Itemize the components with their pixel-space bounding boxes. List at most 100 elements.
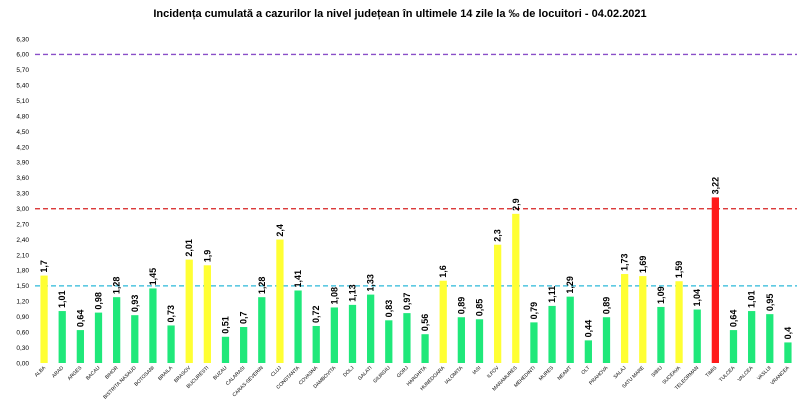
data-label: 2,4 xyxy=(275,224,285,237)
data-label: 0,98 xyxy=(94,292,104,310)
y-tick-label: 3,00 xyxy=(16,206,29,213)
x-tick-label: BIHOR xyxy=(104,365,120,381)
y-tick-label: 4,50 xyxy=(16,129,29,136)
bar xyxy=(711,197,719,363)
data-label: 1,45 xyxy=(148,268,158,286)
bar xyxy=(602,317,611,363)
data-label: 1,6 xyxy=(438,265,448,278)
x-tick-label: ALBA xyxy=(34,365,48,379)
y-tick-label: 4,20 xyxy=(16,144,29,151)
y-tick-label: 0,90 xyxy=(16,314,29,321)
bar xyxy=(76,330,84,363)
x-tick-label: BACAU xyxy=(85,365,102,382)
bar xyxy=(348,304,357,363)
y-tick-label: 2,10 xyxy=(16,252,29,259)
x-tick-label: ARGES xyxy=(67,365,84,382)
bar xyxy=(276,239,284,363)
bar xyxy=(748,311,756,363)
bar xyxy=(185,259,193,363)
x-tick-label: BISTRITA NASAUD xyxy=(102,365,138,401)
bar xyxy=(766,314,774,363)
y-axis: 0,00 0,30 0,60 0,90 1,20 1,50 1,80 2,10 2,40 2,70… xyxy=(16,36,29,367)
data-label: 0,64 xyxy=(75,310,85,328)
data-label: 1,33 xyxy=(366,274,376,292)
x-tick-label: MURES xyxy=(538,365,555,382)
bar xyxy=(40,275,48,363)
x-tick-label: BRAILA xyxy=(157,365,174,382)
data-label: 0,44 xyxy=(583,320,593,338)
bar xyxy=(294,290,302,363)
bar xyxy=(784,342,792,363)
data-label: 0,73 xyxy=(166,305,176,323)
bar xyxy=(258,297,266,363)
data-label: 1,08 xyxy=(329,287,339,305)
data-label: 0,95 xyxy=(765,294,775,312)
y-tick-label: 1,50 xyxy=(16,283,29,290)
x-tick-label: DOLJ xyxy=(342,365,356,379)
y-tick-label: 3,90 xyxy=(16,160,29,167)
data-label: 1,29 xyxy=(565,276,575,294)
data-label: 0,7 xyxy=(239,311,249,324)
bar xyxy=(512,213,520,363)
y-tick-label: 5,40 xyxy=(16,83,29,90)
x-tick-label: GALATI xyxy=(357,365,374,382)
data-label: 0,93 xyxy=(130,295,140,313)
data-label: 1,7 xyxy=(39,260,49,273)
bar xyxy=(548,305,556,363)
bar xyxy=(494,244,502,363)
data-label: 1,09 xyxy=(656,286,666,304)
x-tick-label: SALAJ xyxy=(612,365,627,380)
bar xyxy=(439,280,447,363)
y-tick-label: 6,00 xyxy=(16,52,29,59)
bar xyxy=(475,319,484,363)
bar xyxy=(566,296,574,363)
y-tick-label: 6,30 xyxy=(16,36,29,43)
bar xyxy=(330,307,338,363)
bar xyxy=(367,294,375,363)
data-label: 0,85 xyxy=(475,299,485,317)
bar xyxy=(421,334,429,363)
data-label: 1,41 xyxy=(293,270,303,288)
x-tick-label: VRANCEA xyxy=(769,365,791,387)
data-label: 0,56 xyxy=(420,314,430,332)
y-tick-label: 3,30 xyxy=(16,191,29,198)
bar xyxy=(312,325,320,363)
x-tick-label: GIURGIU xyxy=(372,365,392,385)
data-label: 1,04 xyxy=(692,289,702,307)
x-tick-label: NEAMT xyxy=(557,365,574,382)
x-tick-label: VASLUI xyxy=(756,365,773,382)
y-tick-label: 0,60 xyxy=(16,329,29,336)
bar xyxy=(693,309,701,363)
data-label: 0,72 xyxy=(311,305,321,323)
data-label: 0,79 xyxy=(529,302,539,320)
data-label: 0,89 xyxy=(456,297,466,315)
y-tick-label: 1,80 xyxy=(16,268,29,275)
data-label: 1,28 xyxy=(257,277,267,295)
bar xyxy=(221,336,230,363)
y-tick-label: 1,20 xyxy=(16,299,29,306)
y-tick-label: 3,60 xyxy=(16,175,29,182)
data-label: 1,9 xyxy=(202,250,212,263)
data-label: 0,64 xyxy=(729,310,739,328)
data-label: 0,97 xyxy=(402,293,412,311)
bar xyxy=(457,317,465,363)
y-tick-label: 4,80 xyxy=(16,113,29,120)
x-tick-label: BUZAU xyxy=(212,365,229,382)
data-label: 1,01 xyxy=(57,291,67,309)
data-label: 0,51 xyxy=(221,316,231,334)
chart-title: Incidența cumulată a cazurilor la nivel … xyxy=(153,8,646,20)
bar xyxy=(675,281,683,363)
y-tick-label: 0,30 xyxy=(16,345,29,352)
data-label: 1,01 xyxy=(747,291,757,309)
data-labels: 1,7 1,01 0,64 0,98 1,28 0,93 1,45 0,73 2,01 1,9 0,… xyxy=(39,177,793,340)
x-tick-label: TIMIS xyxy=(705,365,719,379)
data-label: 2,3 xyxy=(493,229,503,242)
x-tick-label: OLT xyxy=(580,365,591,376)
bar xyxy=(385,320,393,363)
y-tick-label: 2,70 xyxy=(16,221,29,228)
x-tick-label: VALCEA xyxy=(737,365,755,383)
bar xyxy=(729,330,738,363)
x-tick-label: GORJ xyxy=(396,365,410,379)
